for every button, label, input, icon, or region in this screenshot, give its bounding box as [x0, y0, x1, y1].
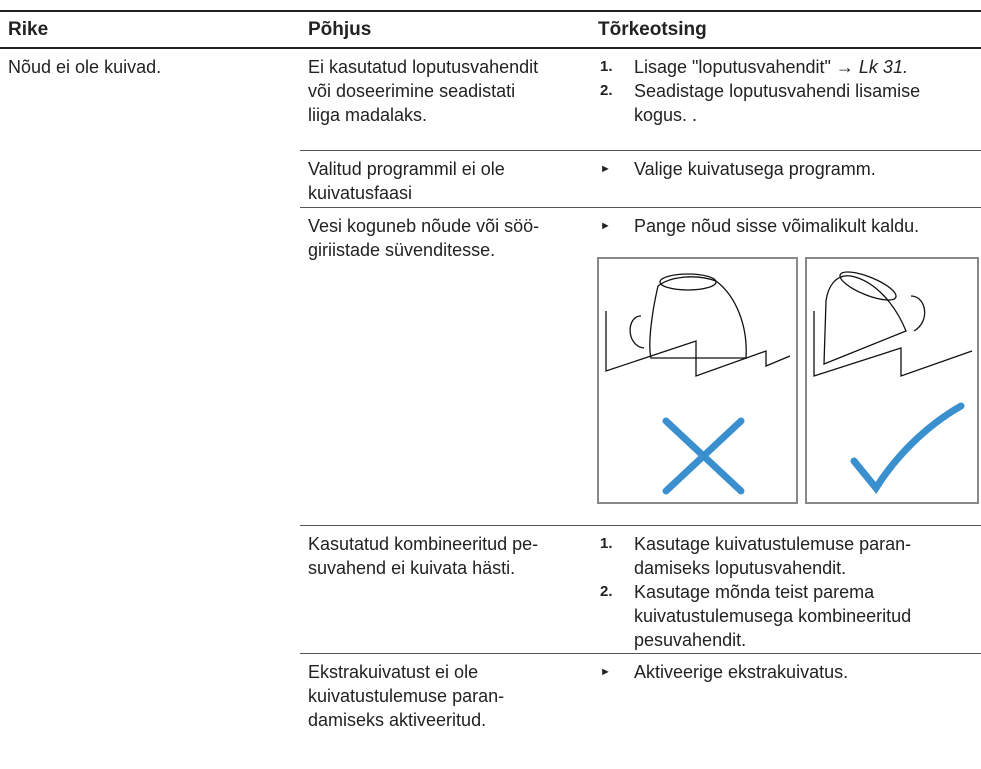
cause-line: Vesi koguneb nõude või söö-	[308, 216, 540, 236]
row-rule	[300, 653, 981, 654]
column-header: Rike	[8, 19, 49, 40]
step-marker: ►	[600, 163, 611, 175]
step-marker: 1.	[600, 58, 613, 75]
cause-line: Kasutatud kombineeritud pe-	[308, 534, 539, 554]
cause-line: Ei kasutatud loputusvahendit	[308, 57, 539, 77]
column-header: Tõrkeotsing	[598, 19, 707, 40]
step-marker: ►	[600, 666, 611, 678]
cause-line: suvahend ei kuivata hästi.	[308, 558, 516, 578]
cause-line: liiga madalaks.	[308, 105, 428, 125]
fault: Nõud ei ole kuivad.	[8, 57, 162, 77]
step-line: Pange nõud sisse võimalikult kaldu.	[634, 216, 920, 236]
step-line: Lisage "loputusvahendit" → Lk 31.	[634, 55, 908, 79]
header-top-rule	[0, 10, 981, 12]
row-rule	[300, 207, 981, 208]
step-line: Valige kuivatusega programm.	[634, 159, 876, 179]
step-text: Lisage "loputusvahendit" →	[634, 57, 859, 77]
step-line: kogus. .	[634, 105, 698, 125]
page-reference: Lk 31.	[858, 57, 908, 77]
row-rule	[300, 150, 981, 151]
illustration	[597, 257, 979, 504]
column-header: Põhjus	[308, 19, 372, 40]
step-line: kuivatustulemusega kombineeritud	[634, 606, 912, 626]
step-line: pesuvahendit.	[634, 630, 747, 650]
cause-line: Ekstrakuivatust ei ole	[308, 662, 479, 682]
step-line: damiseks loputusvahendit.	[634, 558, 847, 578]
step-line: Seadistage loputusvahendi lisamise	[634, 81, 921, 101]
cause-line: damiseks aktiveeritud.	[308, 710, 487, 730]
step-line: Aktiveerige ekstrakuivatus.	[634, 662, 849, 682]
cause-line: Valitud programmil ei ole	[308, 159, 505, 179]
step-line: Kasutage kuivatustulemuse paran-	[634, 534, 912, 554]
header-bottom-rule	[0, 47, 981, 49]
step-marker: 1.	[600, 535, 613, 552]
row-rule	[300, 525, 981, 526]
cause-line: kuivatusfaasi	[308, 183, 413, 203]
cause-line: või doseerimine seadistati	[308, 81, 516, 101]
step-line: Kasutage mõnda teist parema	[634, 582, 875, 602]
cause-line: kuivatustulemuse paran-	[308, 686, 505, 706]
step-marker: 2.	[600, 82, 613, 99]
step-marker: ►	[600, 220, 611, 232]
cause-line: giriistade süvenditesse.	[308, 240, 496, 260]
step-marker: 2.	[600, 583, 613, 600]
